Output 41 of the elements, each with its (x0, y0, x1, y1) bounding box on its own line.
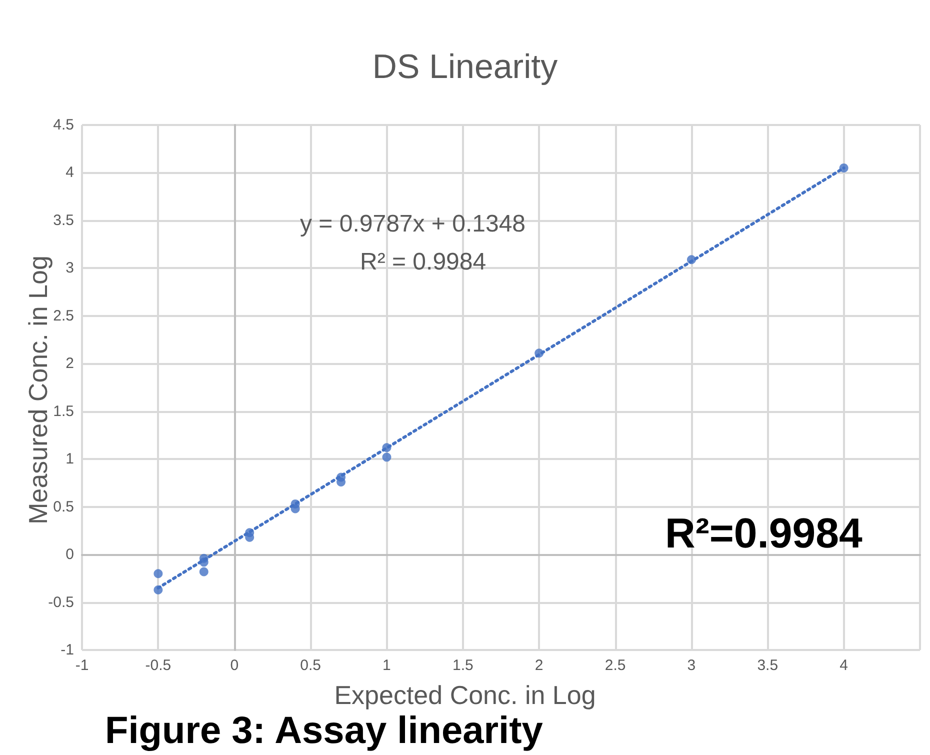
x-tick-label: 2.5 (604, 657, 626, 674)
x-tick-label: 2 (534, 657, 544, 674)
y-tick-label: -1 (60, 642, 74, 658)
point (245, 532, 254, 542)
x-axis-title: Expected Conc. in Log (334, 680, 596, 710)
point (686, 255, 696, 264)
x-tick-label: 4 (840, 657, 848, 674)
x-tick-label: 0 (230, 657, 239, 674)
point (290, 504, 300, 514)
x-tick-label: -0.5 (145, 657, 172, 674)
x-tick-label: 1.5 (452, 657, 474, 674)
point (154, 585, 163, 594)
x-tick-label: 1 (382, 657, 391, 674)
annotation: y = 0.9787x + 0.1348 (300, 210, 526, 238)
caption: Figure 3: Assay linearity (105, 710, 543, 752)
point (382, 443, 392, 452)
y-tick-label: 0.5 (53, 498, 74, 516)
x-tick-label: 3.5 (757, 657, 778, 674)
y-tick-label: 3 (66, 260, 74, 277)
y-tick-label: 2.5 (53, 307, 74, 324)
y-tick-label: 3.5 (53, 212, 74, 229)
annotation: R²=0.9984 (665, 510, 863, 556)
point (534, 348, 544, 358)
x-tick-label: 0.5 (300, 657, 321, 674)
point (154, 569, 163, 578)
y-tick-label: 4 (66, 164, 74, 182)
point (839, 163, 848, 172)
y-tick-label: 4.5 (53, 116, 74, 134)
y-tick-label: -0.5 (48, 594, 74, 611)
point (199, 567, 208, 576)
y-tick-label: 1.5 (53, 402, 74, 420)
y-tick-label: 0 (66, 546, 74, 564)
y-tick-label: 1 (66, 450, 74, 468)
point (199, 558, 208, 567)
annotation: R² = 0.9984 (360, 248, 486, 276)
point (382, 452, 392, 462)
point (336, 478, 346, 486)
y-tick-label: 2 (66, 355, 74, 372)
chart-title: DS Linearity (372, 48, 558, 86)
y-axis-title: Measured Conc. in Log (23, 256, 53, 524)
x-tick-label: 3 (687, 657, 696, 674)
